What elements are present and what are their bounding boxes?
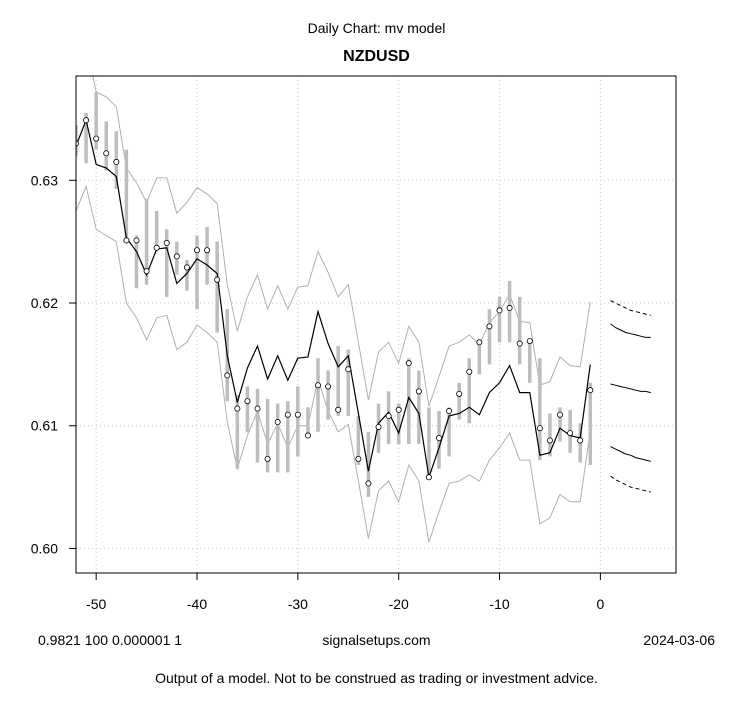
close-point bbox=[183, 264, 190, 271]
close-point bbox=[214, 276, 221, 283]
forecast-line bbox=[610, 446, 651, 462]
close-point bbox=[476, 339, 483, 346]
close-point bbox=[325, 383, 332, 390]
close-point bbox=[425, 474, 432, 481]
x-tick-label: -50 bbox=[86, 596, 106, 612]
close-points bbox=[76, 117, 594, 487]
close-point bbox=[526, 338, 533, 345]
price-bars bbox=[76, 91, 593, 497]
y-axis: 0.60 0.61 0.62 0.63 bbox=[31, 172, 76, 556]
forecast-lines bbox=[610, 300, 651, 493]
forecast-line bbox=[610, 300, 651, 316]
close-point bbox=[355, 455, 362, 462]
close-point bbox=[456, 390, 463, 397]
close-point bbox=[335, 406, 342, 413]
close-point bbox=[405, 360, 412, 367]
x-tick-label: -30 bbox=[288, 596, 308, 612]
close-point bbox=[103, 150, 110, 157]
forecast-line bbox=[610, 475, 651, 493]
x-tick-label: -20 bbox=[389, 596, 409, 612]
close-point bbox=[516, 340, 523, 347]
close-point bbox=[163, 239, 170, 246]
close-point bbox=[194, 247, 201, 254]
close-point bbox=[274, 419, 281, 426]
forecast-line bbox=[610, 323, 651, 338]
close-point bbox=[466, 368, 473, 375]
close-point bbox=[496, 307, 503, 314]
grid-lines bbox=[76, 76, 676, 573]
close-point bbox=[254, 405, 261, 412]
close-point bbox=[204, 247, 211, 254]
close-point bbox=[315, 382, 322, 389]
close-point bbox=[587, 387, 594, 394]
model-line bbox=[76, 118, 591, 478]
close-point bbox=[567, 430, 574, 437]
band-series-line bbox=[76, 184, 591, 543]
close-point bbox=[153, 244, 160, 251]
forecast-line bbox=[610, 383, 651, 394]
close-point bbox=[557, 411, 564, 418]
plot-frame bbox=[75, 75, 677, 574]
chart-supertitle: Daily Chart: mv model bbox=[307, 20, 446, 36]
close-point bbox=[234, 405, 241, 412]
close-point bbox=[375, 423, 382, 430]
y-tick-label: 0.62 bbox=[31, 295, 58, 311]
close-point bbox=[385, 412, 392, 419]
close-point bbox=[436, 435, 443, 442]
close-point bbox=[123, 237, 130, 244]
close-point bbox=[264, 455, 271, 462]
chart-date: 2024-03-06 bbox=[643, 632, 715, 648]
close-point bbox=[143, 268, 150, 275]
price-chart: -50 -40 -30 -20 -10 0 0.60 0.61 0.62 0.63 bbox=[31, 75, 677, 612]
close-point bbox=[284, 411, 291, 418]
x-tick-label: -10 bbox=[489, 596, 509, 612]
close-point bbox=[224, 372, 231, 379]
close-point bbox=[546, 437, 553, 444]
close-point bbox=[304, 432, 311, 439]
disclaimer: Output of a model. Not to be construed a… bbox=[155, 670, 598, 686]
close-point bbox=[113, 158, 120, 165]
chart-title: NZDUSD bbox=[343, 48, 410, 65]
close-point bbox=[345, 366, 352, 373]
y-tick-label: 0.61 bbox=[31, 418, 58, 434]
model-params: 0.9821 100 0.000001 1 bbox=[38, 632, 183, 648]
x-axis: -50 -40 -30 -20 -10 0 bbox=[86, 573, 604, 612]
close-point bbox=[415, 388, 422, 395]
site-name: signalsetups.com bbox=[322, 632, 431, 648]
close-point bbox=[294, 411, 301, 418]
close-point bbox=[244, 398, 251, 405]
band-lines bbox=[76, 76, 591, 543]
y-tick-label: 0.63 bbox=[31, 172, 58, 188]
close-point bbox=[173, 253, 180, 260]
close-point bbox=[133, 237, 140, 244]
band-series-line bbox=[92, 76, 591, 407]
close-point bbox=[446, 408, 453, 415]
close-point bbox=[365, 480, 372, 487]
close-point bbox=[506, 304, 513, 311]
close-point bbox=[536, 425, 543, 432]
x-tick-label: -40 bbox=[187, 596, 207, 612]
close-point bbox=[395, 406, 402, 413]
y-tick-label: 0.60 bbox=[31, 540, 58, 556]
close-point bbox=[93, 135, 100, 142]
close-point bbox=[83, 117, 90, 124]
model-series-line bbox=[76, 118, 591, 478]
close-point bbox=[577, 437, 584, 444]
x-tick-label: 0 bbox=[596, 596, 604, 612]
close-point bbox=[486, 323, 493, 330]
